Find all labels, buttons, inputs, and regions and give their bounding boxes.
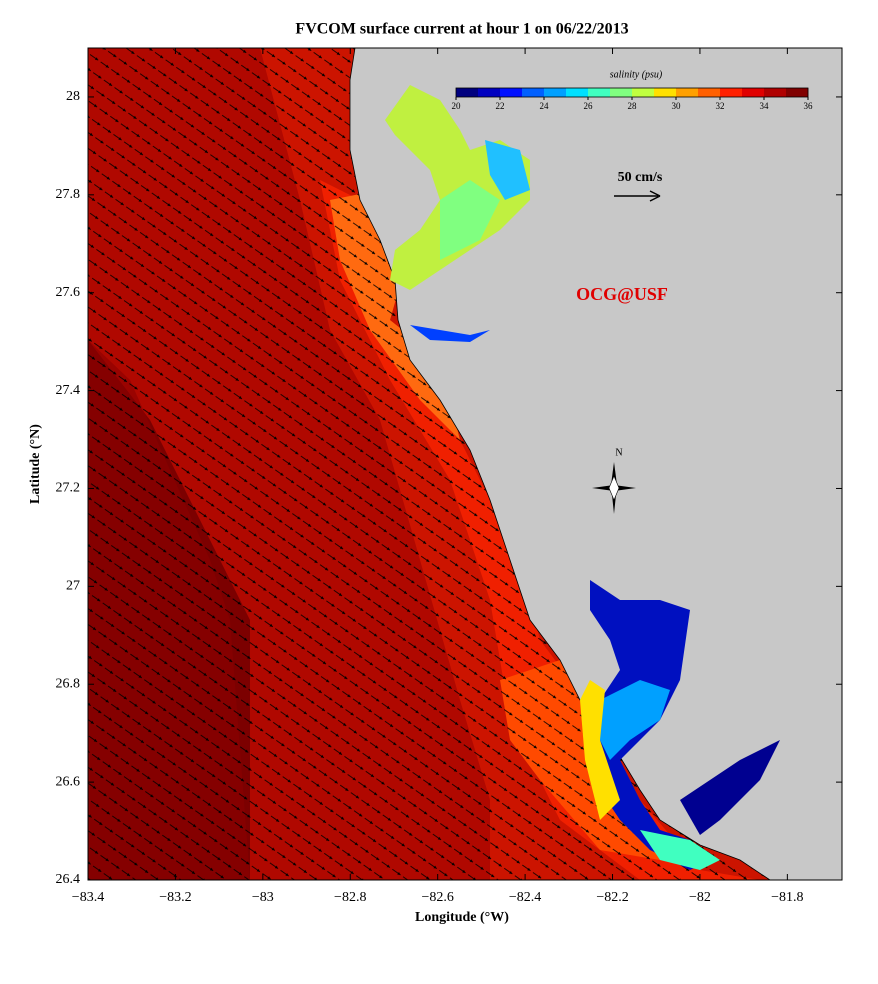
colorbar-swatch <box>478 88 501 97</box>
land <box>349 48 842 880</box>
colorbar-swatch <box>676 88 699 97</box>
y-tick-label: 28 <box>66 89 80 104</box>
y-tick-label: 27.2 <box>56 481 81 496</box>
colorbar-swatch <box>588 88 611 97</box>
y-tick-label: 27.8 <box>56 187 81 202</box>
colorbar-swatch <box>654 88 677 97</box>
compass <box>592 462 636 514</box>
colorbar-swatch <box>764 88 787 97</box>
colorbar-tick-label: 30 <box>672 101 682 111</box>
x-tick-label: −82 <box>689 890 711 905</box>
tampa-mid <box>440 180 500 260</box>
y-tick-label: 27 <box>66 579 80 594</box>
manatee-river <box>410 325 490 342</box>
colorbar-tick-label: 24 <box>540 101 550 111</box>
tampa-bay <box>385 85 530 290</box>
colorbar-swatch <box>786 88 809 97</box>
colorbar-swatch <box>720 88 743 97</box>
y-tick-label: 26.8 <box>56 676 81 691</box>
y-tick-label: 27.4 <box>56 383 81 398</box>
colorbar-tick-label: 22 <box>496 101 505 111</box>
colorbar-swatch <box>742 88 765 97</box>
watermark: OCG@USF <box>576 284 668 304</box>
colorbar-swatch <box>544 88 567 97</box>
colorbar-tick-label: 36 <box>804 101 814 111</box>
colorbar-swatch <box>522 88 545 97</box>
colorbar-tick-label: 28 <box>628 101 638 111</box>
x-axis-label: Longitude (°W) <box>415 910 509 925</box>
x-tick-label: −83.4 <box>72 890 104 905</box>
colorbar-tick-label: 20 <box>452 101 462 111</box>
compass-label: N <box>615 447 622 458</box>
colorbar-swatch <box>500 88 523 97</box>
colorbar: 20 22 24 26 28 30 32 34 36 <box>452 87 814 111</box>
harbor-mouth <box>595 680 670 760</box>
scale-label: 50 cm/s <box>618 170 663 185</box>
x-tick-label: −82.6 <box>421 890 453 905</box>
x-tick-label: −82.4 <box>509 890 541 905</box>
colorbar-tick-label: 26 <box>584 101 594 111</box>
x-tick-label: −82.2 <box>596 890 628 905</box>
colorbar-label: salinity (psu) <box>610 69 663 80</box>
plot-frame <box>87 47 843 881</box>
pine-island-sound <box>640 830 720 870</box>
harbor-yellow <box>580 680 620 820</box>
x-tick-label: −81.8 <box>771 890 803 905</box>
colorbar-tick-label: 32 <box>716 101 725 111</box>
map <box>88 48 842 880</box>
x-tick-label: −83 <box>252 890 274 905</box>
colorbar-swatch <box>456 88 479 97</box>
tampa-upper <box>485 140 530 200</box>
y-tick-label: 26.4 <box>56 872 81 887</box>
caloosahatchee <box>680 740 780 835</box>
colorbar-swatch <box>566 88 589 97</box>
chart-title: FVCOM surface current at hour 1 on 06/22… <box>295 21 628 38</box>
x-tick-label: −83.2 <box>159 890 191 905</box>
scale-arrow <box>614 190 661 202</box>
y-tick-label: 26.6 <box>56 774 81 789</box>
colorbar-swatch <box>698 88 721 97</box>
colorbar-tick-label: 34 <box>760 101 770 111</box>
colorbar-swatch <box>610 88 633 97</box>
y-tick-label: 27.6 <box>56 285 81 300</box>
x-tick-label: −82.8 <box>334 890 366 905</box>
colorbar-swatch <box>632 88 655 97</box>
y-axis-label: Latitude (°N) <box>28 424 43 504</box>
